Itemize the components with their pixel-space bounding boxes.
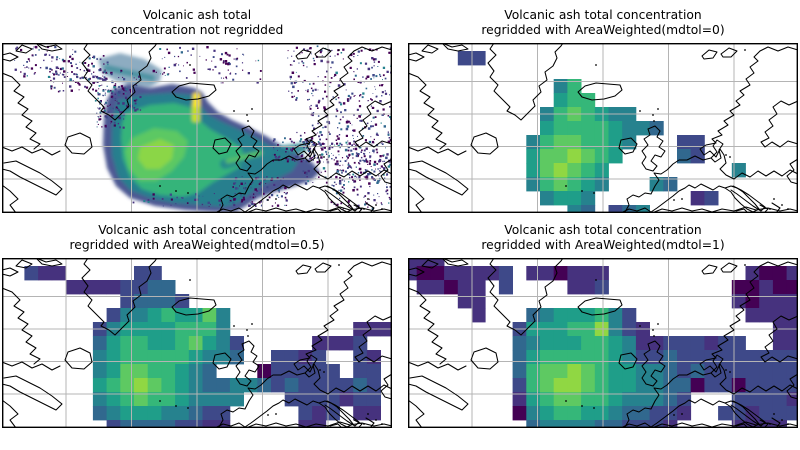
map-mdtol-0 [408,43,798,213]
map-canvas-mdtol-0 [408,43,798,213]
map-not-regridded [2,43,392,213]
map-canvas-not-regridded [2,43,392,213]
title-line-2: regridded with AreaWeighted(mdtol=0) [481,23,725,37]
subplot-title: Volcanic ash total concentration not reg… [2,8,392,38]
map-canvas-mdtol-1 [408,258,798,428]
title-line-2: concentration not regridded [110,23,284,37]
title-line-1: Volcanic ash total concentration [98,223,296,237]
subplot-title: Volcanic ash total concentration regridd… [408,8,798,38]
title-line-1: Volcanic ash total concentration [504,223,702,237]
map-canvas-mdtol-05 [2,258,392,428]
subplot-title: Volcanic ash total concentration regridd… [2,223,392,253]
subplot-title: Volcanic ash total concentration regridd… [408,223,798,253]
map-mdtol-1 [408,258,798,428]
title-line-1: Volcanic ash total concentration [504,8,702,22]
map-mdtol-05 [2,258,392,428]
title-line-2: regridded with AreaWeighted(mdtol=1) [481,238,725,252]
title-line-2: regridded with AreaWeighted(mdtol=0.5) [69,238,325,252]
title-line-1: Volcanic ash total [142,8,252,22]
